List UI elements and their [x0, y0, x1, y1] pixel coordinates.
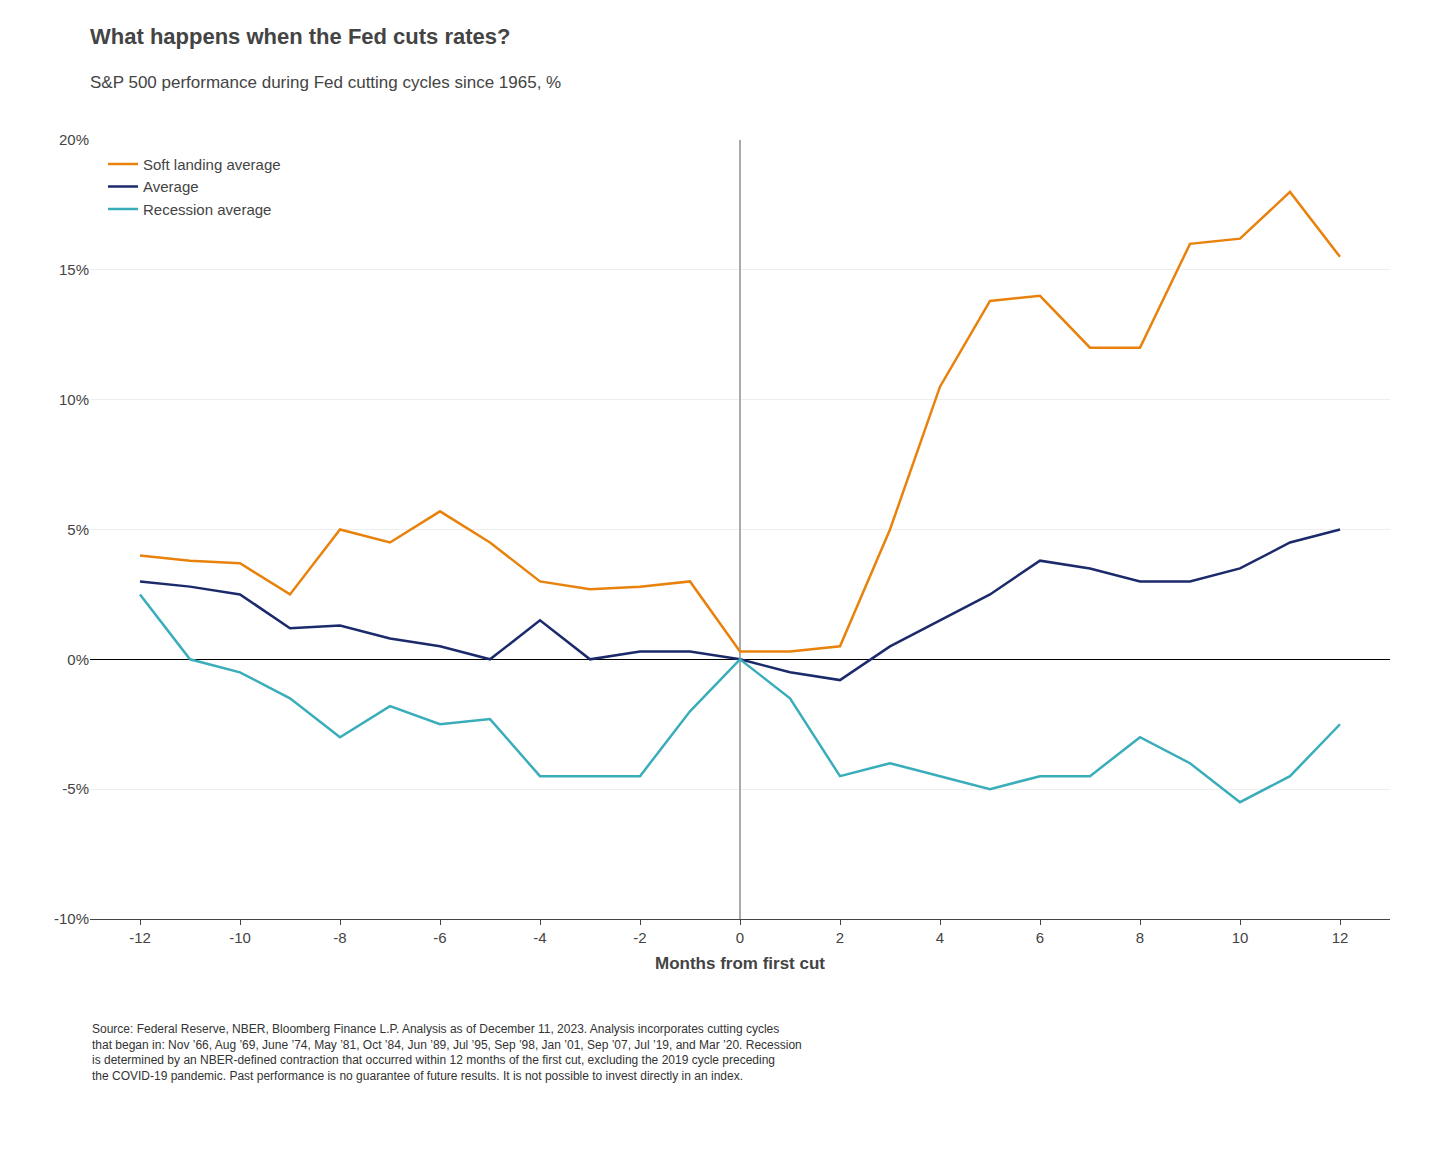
svg-text:-5%: -5% — [62, 780, 89, 797]
svg-text:2: 2 — [836, 929, 844, 946]
svg-text:Recession average: Recession average — [143, 201, 271, 218]
svg-text:-12: -12 — [129, 929, 151, 946]
svg-text:10: 10 — [1232, 929, 1249, 946]
svg-text:12: 12 — [1332, 929, 1349, 946]
svg-text:0%: 0% — [67, 651, 89, 668]
svg-text:Soft landing average: Soft landing average — [143, 156, 281, 173]
svg-text:Average: Average — [143, 178, 199, 195]
svg-text:10%: 10% — [59, 391, 89, 408]
svg-text:6: 6 — [1036, 929, 1044, 946]
svg-text:15%: 15% — [59, 261, 89, 278]
svg-text:8: 8 — [1136, 929, 1144, 946]
svg-text:Months from first cut: Months from first cut — [655, 954, 825, 973]
svg-text:20%: 20% — [59, 131, 89, 148]
svg-text:0: 0 — [736, 929, 744, 946]
svg-text:What happens when the Fed cuts: What happens when the Fed cuts rates? — [90, 24, 511, 49]
svg-text:-4: -4 — [533, 929, 546, 946]
svg-text:5%: 5% — [67, 521, 89, 538]
svg-text:S&P 500 performance during Fed: S&P 500 performance during Fed cutting c… — [90, 73, 561, 92]
svg-text:-8: -8 — [333, 929, 346, 946]
svg-text:-10: -10 — [229, 929, 251, 946]
svg-text:-6: -6 — [433, 929, 446, 946]
svg-text:Source: Federal Reserve, NBER,: Source: Federal Reserve, NBER, Bloomberg… — [92, 1022, 802, 1083]
svg-text:-2: -2 — [633, 929, 646, 946]
svg-text:-10%: -10% — [54, 910, 89, 927]
svg-text:4: 4 — [936, 929, 944, 946]
